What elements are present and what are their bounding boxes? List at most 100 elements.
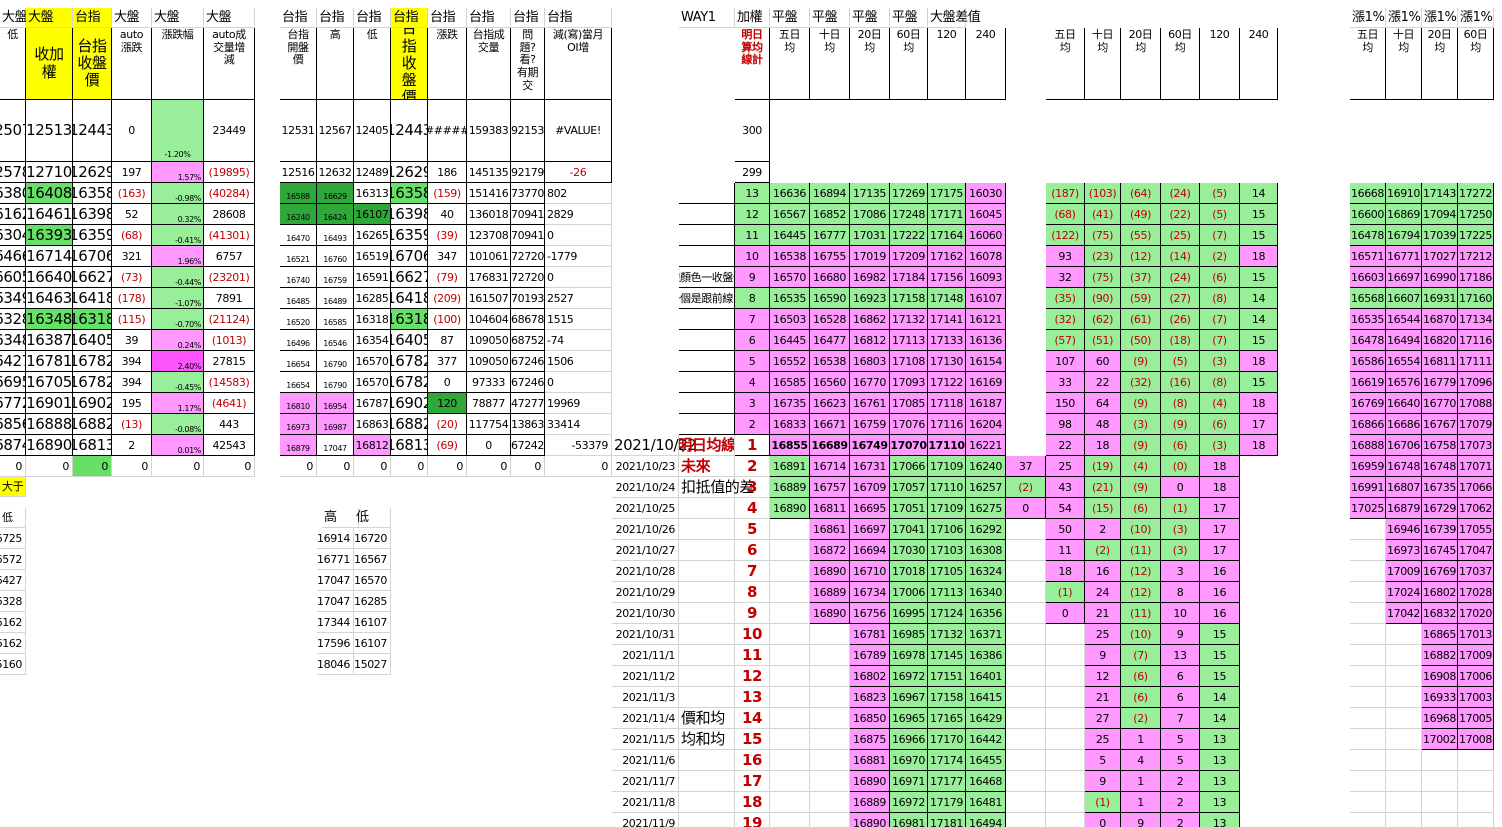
- future-row-9-cell-0[interactable]: 2021/11/1: [612, 645, 679, 666]
- future-row-5-cell-6[interactable]: 17018: [890, 561, 928, 582]
- row-2-cell-1[interactable]: 16393: [26, 225, 73, 246]
- row-4-cell-9[interactable]: 16627: [391, 267, 428, 288]
- future-row-7-cell-17[interactable]: 16832: [1422, 603, 1458, 624]
- subheader-cell-7[interactable]: 高: [317, 28, 354, 100]
- future-row-6-cell-11[interactable]: 24: [1085, 582, 1121, 603]
- row-11-cell-13[interactable]: 33414: [545, 414, 612, 435]
- future-row-1-cell-9[interactable]: (2): [1006, 477, 1046, 498]
- row-0-cell-13[interactable]: 802: [545, 183, 612, 204]
- future-row-1-cell-15[interactable]: 16991: [1350, 477, 1386, 498]
- row-11-cell-25[interactable]: (9): [1161, 414, 1200, 435]
- row-2-cell-27[interactable]: 15: [1240, 225, 1278, 246]
- future-row-5-cell-2[interactable]: 7: [735, 561, 770, 582]
- future-row-10-cell-2[interactable]: 12: [735, 666, 770, 687]
- future-row-9-cell-12[interactable]: (7): [1121, 645, 1161, 666]
- row-2-cell-18[interactable]: 17031: [850, 225, 890, 246]
- future-row-17-cell-8[interactable]: 16494: [966, 813, 1006, 827]
- future-row-11-cell-18[interactable]: 17003: [1458, 687, 1494, 708]
- row-5-cell-17[interactable]: 16590: [810, 288, 850, 309]
- row-4-cell-31[interactable]: 17186: [1458, 267, 1494, 288]
- top-row-cell-13[interactable]: #VALUE!: [545, 100, 612, 162]
- future-row-4-cell-6[interactable]: 17030: [890, 540, 928, 561]
- hl-row-3-low[interactable]: 16285: [354, 591, 391, 612]
- future-row-8-cell-0[interactable]: 2021/10/31: [612, 624, 679, 645]
- row-5-cell-29[interactable]: 16607: [1386, 288, 1422, 309]
- future-row-9-cell-5[interactable]: 16789: [850, 645, 890, 666]
- future-row-2-cell-11[interactable]: (15): [1085, 498, 1121, 519]
- row-10-cell-14[interactable]: [679, 393, 735, 414]
- row-5-cell-31[interactable]: 17160: [1458, 288, 1494, 309]
- row-12-cell-23[interactable]: 22: [1046, 435, 1085, 456]
- subheader-cell-21[interactable]: 五日均: [1046, 28, 1085, 100]
- future-row-2-cell-5[interactable]: 16695: [850, 498, 890, 519]
- row-9-cell-9[interactable]: 16782: [391, 372, 428, 393]
- row-9-cell-5[interactable]: (14583): [204, 372, 255, 393]
- row-12-cell-17[interactable]: 16855: [770, 435, 810, 456]
- row-2-cell-4[interactable]: -0.41%: [152, 225, 204, 246]
- future-row-12-cell-11[interactable]: 27: [1085, 708, 1121, 729]
- row-7-cell-19[interactable]: 17113: [890, 330, 928, 351]
- row-8-cell-17[interactable]: 16538: [810, 351, 850, 372]
- future-row-0-cell-6[interactable]: 17066: [890, 456, 928, 477]
- row-5-cell-7[interactable]: 16489: [317, 288, 354, 309]
- header-cell-22[interactable]: 漲1%: [1386, 8, 1422, 28]
- top-row-cell-6[interactable]: 12531: [280, 100, 317, 162]
- row-2-cell-28[interactable]: 16478: [1350, 225, 1386, 246]
- future-row-13-cell-10[interactable]: [1046, 729, 1085, 750]
- row-2-cell-0[interactable]: 6304: [0, 225, 26, 246]
- row-4-cell-13[interactable]: 0: [545, 267, 612, 288]
- row-2-cell-7[interactable]: 16493: [317, 225, 354, 246]
- row-7-cell-8[interactable]: 16354: [354, 330, 391, 351]
- subheader-cell-10[interactable]: 漲跌: [428, 28, 467, 100]
- future-row-0-cell-12[interactable]: (4): [1121, 456, 1161, 477]
- header-cell-19[interactable]: 平盤: [890, 8, 928, 28]
- row-10-cell-15[interactable]: 3: [735, 393, 770, 414]
- future-row-14-cell-11[interactable]: 5: [1085, 750, 1121, 771]
- second-row-cell-0[interactable]: 2578: [0, 162, 26, 183]
- row-11-cell-8[interactable]: 16863: [354, 414, 391, 435]
- row-12-cell-13[interactable]: -53379: [545, 435, 612, 456]
- subheader-cell-12[interactable]: 問題?看?有期交: [511, 28, 545, 100]
- future-row-12-cell-18[interactable]: 17005: [1458, 708, 1494, 729]
- future-row-6-cell-9[interactable]: [1006, 582, 1046, 603]
- future-row-2-cell-15[interactable]: 17025: [1350, 498, 1386, 519]
- subheader-cell-4[interactable]: 漲跌幅: [152, 28, 204, 100]
- future-row-14-cell-18[interactable]: [1458, 750, 1494, 771]
- row-9-cell-26[interactable]: (8): [1200, 372, 1240, 393]
- future-row-11-cell-16[interactable]: [1386, 687, 1422, 708]
- future-row-11-cell-5[interactable]: 16823: [850, 687, 890, 708]
- future-row-5-cell-13[interactable]: 3: [1161, 561, 1200, 582]
- row-8-cell-30[interactable]: 16811: [1422, 351, 1458, 372]
- zero-row-cell-7[interactable]: 0: [317, 456, 354, 477]
- header-cell-24[interactable]: 漲1%: [1458, 8, 1494, 28]
- row-12-cell-16[interactable]: 1: [735, 435, 770, 456]
- row-4-cell-11[interactable]: 176831: [467, 267, 511, 288]
- second-row-cell-8[interactable]: 12489: [354, 162, 391, 183]
- row-11-cell-16[interactable]: 16833: [770, 414, 810, 435]
- future-row-4-cell-13[interactable]: (3): [1161, 540, 1200, 561]
- future-row-12-cell-9[interactable]: [1006, 708, 1046, 729]
- row-11-cell-10[interactable]: (20): [428, 414, 467, 435]
- future-row-0-cell-1[interactable]: 未來: [679, 456, 735, 477]
- row-7-cell-20[interactable]: 17133: [928, 330, 966, 351]
- future-row-13-cell-11[interactable]: 25: [1085, 729, 1121, 750]
- row-4-cell-17[interactable]: 16680: [810, 267, 850, 288]
- subheader-cell-19[interactable]: 120: [928, 28, 966, 100]
- future-row-4-cell-18[interactable]: 17047: [1458, 540, 1494, 561]
- future-row-13-cell-7[interactable]: 17170: [928, 729, 966, 750]
- row-4-cell-7[interactable]: 16759: [317, 267, 354, 288]
- row-0-cell-28[interactable]: 16668: [1350, 183, 1386, 204]
- future-row-2-cell-9[interactable]: 0: [1006, 498, 1046, 519]
- row-4-cell-19[interactable]: 17184: [890, 267, 928, 288]
- future-row-11-cell-8[interactable]: 16415: [966, 687, 1006, 708]
- row-0-cell-4[interactable]: -0.98%: [152, 183, 204, 204]
- future-row-12-cell-2[interactable]: 14: [735, 708, 770, 729]
- future-row-13-cell-15[interactable]: [1350, 729, 1386, 750]
- row-3-cell-11[interactable]: 101061: [467, 246, 511, 267]
- row-6-cell-15[interactable]: 7: [735, 309, 770, 330]
- future-row-6-cell-18[interactable]: 17028: [1458, 582, 1494, 603]
- row-8-cell-3[interactable]: 394: [112, 351, 152, 372]
- row-5-cell-21[interactable]: 16107: [966, 288, 1006, 309]
- row-10-cell-13[interactable]: 19969: [545, 393, 612, 414]
- future-row-1-cell-12[interactable]: (9): [1121, 477, 1161, 498]
